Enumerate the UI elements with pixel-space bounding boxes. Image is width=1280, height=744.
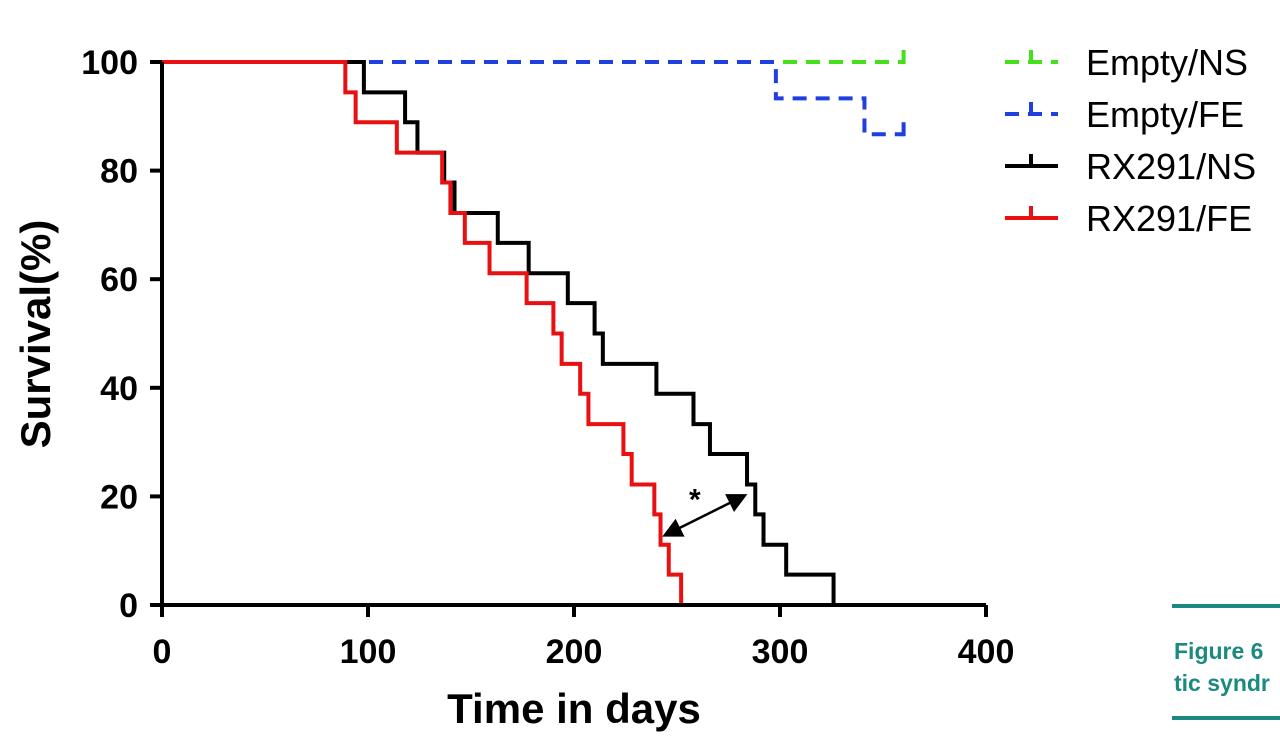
- figure-caption: Figure 6 tic syndr: [1172, 604, 1280, 720]
- y-tick-label: 40: [100, 370, 138, 408]
- legend-label: Empty/FE: [1086, 94, 1244, 135]
- legend: Empty/NS Empty/FE RX291/NS RX291/FE: [1005, 42, 1256, 239]
- caption-line-1: Figure 6: [1174, 638, 1264, 664]
- annotation-layer: *: [662, 483, 748, 537]
- x-tick-label: 100: [340, 633, 397, 671]
- y-tick-label: 0: [119, 587, 138, 625]
- legend-label: RX291/NS: [1086, 146, 1256, 187]
- axes: 0 100 200 300 400 0 20 40 60 80 100: [81, 44, 1014, 671]
- series-line-empty-fe: [162, 60, 904, 137]
- legend-item-empty-ns: Empty/NS: [1005, 42, 1248, 83]
- x-axis-title: Time in days: [447, 685, 701, 732]
- y-tick-label: 100: [81, 44, 138, 82]
- double-arrow: [662, 494, 748, 537]
- x-tick-label: 200: [546, 633, 603, 671]
- legend-item-empty-fe: Empty/FE: [1005, 94, 1244, 135]
- series-line-rx291-ns: [162, 60, 836, 605]
- x-tick-label: 0: [153, 633, 172, 671]
- plot-area: [162, 50, 906, 605]
- y-axis-title: Survival(%): [12, 220, 59, 449]
- legend-label: RX291/FE: [1086, 198, 1252, 239]
- significance-asterisk: *: [689, 483, 701, 516]
- caption-line-2: tic syndr: [1174, 670, 1270, 696]
- y-tick-label: 60: [100, 261, 138, 299]
- legend-label: Empty/NS: [1086, 42, 1248, 83]
- series-line-rx291-fe: [162, 60, 684, 605]
- legend-item-rx291-fe: RX291/FE: [1005, 198, 1252, 239]
- x-tick-label: 400: [958, 633, 1015, 671]
- legend-item-rx291-ns: RX291/NS: [1005, 146, 1256, 187]
- y-tick-label: 80: [100, 153, 138, 191]
- x-tick-label: 300: [752, 633, 809, 671]
- y-tick-label: 20: [100, 478, 138, 516]
